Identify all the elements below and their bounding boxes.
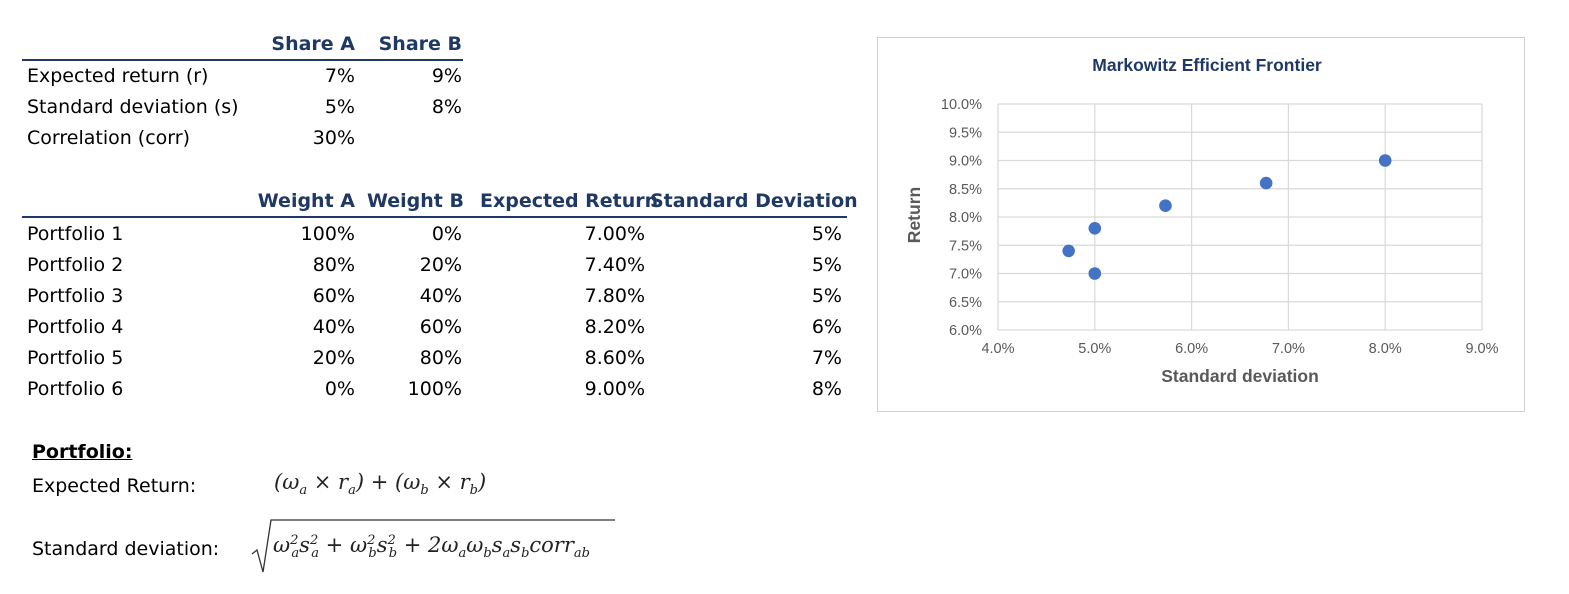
share-b-value: 8% [431, 96, 462, 118]
portfolio-label: Portfolio 4 [27, 316, 124, 338]
weight-b-value: 0% [431, 223, 462, 245]
standard-deviation-value: 5% [811, 285, 842, 307]
weight-a-value: 60% [312, 285, 355, 307]
header-weight-a: Weight A [257, 190, 355, 212]
x-tick-label: 8.0% [1369, 341, 1402, 357]
formula-section: Portfolio: Expected Return: (ωa × ra) + … [0, 0, 700, 594]
standard-deviation-value: 8% [811, 378, 842, 400]
share-a-value: 30% [312, 127, 355, 149]
y-axis-label: Return [904, 187, 924, 243]
expected-return-value: 7.80% [584, 285, 645, 307]
portfolio-row: Portfolio 2 80% 20% 7.40% 5% [22, 250, 852, 280]
inputs-header-rule [22, 59, 463, 61]
standard-deviation-value: 5% [811, 254, 842, 276]
data-point [1062, 244, 1075, 258]
header-share-a: Share A [271, 33, 355, 55]
standard-deviation-value: 6% [811, 316, 842, 338]
expected-return-value: 8.20% [584, 316, 645, 338]
inputs-header-row: Share A Share B [22, 29, 472, 59]
share-b-value: 9% [431, 65, 462, 87]
expected-return-value: 7.00% [584, 223, 645, 245]
standard-deviation-value: 5% [811, 223, 842, 245]
weight-b-value: 40% [419, 285, 462, 307]
weight-a-value: 20% [312, 347, 355, 369]
data-point [1378, 154, 1392, 167]
x-tick-label: 6.0% [1175, 341, 1208, 357]
data-point [1159, 199, 1172, 212]
header-share-b: Share B [378, 33, 462, 55]
share-a-value: 7% [324, 65, 355, 87]
portfolio-label: Portfolio 5 [27, 347, 124, 369]
weight-b-value: 60% [419, 316, 462, 338]
header-weight-b: Weight B [367, 190, 464, 212]
y-tick-label: 6.5% [949, 295, 982, 311]
row-label: Expected return (r) [27, 65, 209, 87]
data-point [1088, 222, 1102, 235]
efficient-frontier-chart: Markowitz Efficient Frontier Standard de… [877, 37, 1525, 412]
expected-return-formula: (ωa × ra) + (ωb × rb) [274, 470, 487, 499]
share-a-value: 5% [324, 96, 355, 118]
data-point [1259, 176, 1273, 190]
data-point [1088, 267, 1102, 280]
weight-a-value: 0% [324, 378, 355, 400]
x-axis-label: Standard deviation [1161, 366, 1319, 386]
weight-b-value: 20% [419, 254, 462, 276]
header-expected-return: Expected Return [480, 190, 659, 212]
chart-title: Markowitz Efficient Frontier [1092, 55, 1322, 75]
square-root-sign [251, 519, 615, 573]
x-tick-label: 4.0% [981, 341, 1014, 357]
portfolio-row: Portfolio 3 60% 40% 7.80% 5% [22, 281, 852, 311]
inputs-table: Share A Share B Expected return (r) 7% 9… [22, 29, 472, 159]
weight-a-value: 80% [312, 254, 355, 276]
portfolio-label: Portfolio 1 [27, 223, 124, 245]
expected-return-formula-label: Expected Return: [32, 475, 197, 497]
chart-plot: Markowitz Efficient Frontier Standard de… [904, 55, 1499, 386]
portfolio-label: Portfolio 3 [27, 285, 124, 307]
inputs-row: Correlation (corr) 30% [22, 123, 472, 153]
portfolio-row: Portfolio 5 20% 80% 8.60% 7% [22, 343, 852, 373]
y-tick-label: 7.5% [949, 238, 982, 254]
row-label: Correlation (corr) [27, 127, 190, 149]
y-tick-label: 7.0% [949, 267, 982, 283]
expected-return-value: 7.40% [584, 254, 645, 276]
standard-deviation-formula: ω2as2a + ω2bs2b + 2ωaωbsasbcorrab [273, 533, 590, 562]
portfolios-table: Weight A Weight B Expected Return Standa… [22, 186, 858, 406]
header-standard-deviation: Standard Deviation [650, 190, 858, 212]
portfolios-header-row: Weight A Weight B Expected Return Standa… [22, 186, 858, 216]
weight-a-value: 40% [312, 316, 355, 338]
y-tick-label: 10.0% [941, 97, 982, 113]
standard-deviation-formula-label: Standard deviation: [32, 538, 220, 560]
expected-return-value: 9.00% [584, 378, 645, 400]
inputs-row: Standard deviation (s) 5% 8% [22, 92, 472, 122]
y-tick-label: 8.5% [949, 182, 982, 198]
portfolio-row: Portfolio 1 100% 0% 7.00% 5% [22, 219, 852, 249]
formula-heading: Portfolio: [32, 441, 133, 463]
weight-b-value: 100% [407, 378, 462, 400]
standard-deviation-value: 7% [811, 347, 842, 369]
x-tick-label: 5.0% [1078, 341, 1111, 357]
inputs-row: Expected return (r) 7% 9% [22, 61, 472, 91]
portfolio-label: Portfolio 2 [27, 254, 124, 276]
y-tick-label: 9.5% [949, 125, 982, 141]
x-tick-label: 9.0% [1465, 341, 1498, 357]
y-tick-label: 6.0% [949, 323, 982, 339]
weight-b-value: 80% [419, 347, 462, 369]
expected-return-value: 8.60% [584, 347, 645, 369]
portfolio-row: Portfolio 6 0% 100% 9.00% 8% [22, 374, 852, 404]
portfolio-label: Portfolio 6 [27, 378, 124, 400]
portfolio-row: Portfolio 4 40% 60% 8.20% 6% [22, 312, 852, 342]
row-label: Standard deviation (s) [27, 96, 239, 118]
y-tick-label: 9.0% [949, 154, 982, 170]
y-tick-label: 8.0% [949, 210, 982, 226]
x-tick-label: 7.0% [1272, 341, 1305, 357]
portfolios-header-rule [22, 216, 847, 218]
weight-a-value: 100% [300, 223, 355, 245]
